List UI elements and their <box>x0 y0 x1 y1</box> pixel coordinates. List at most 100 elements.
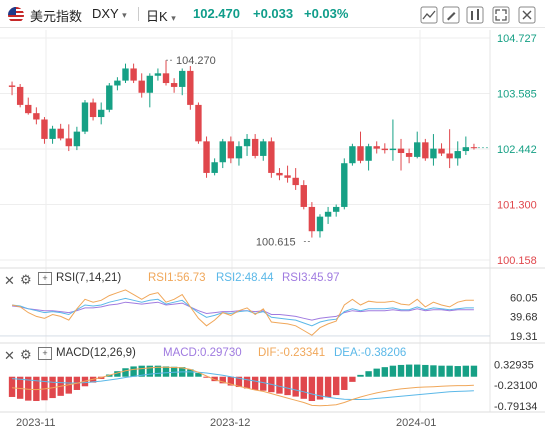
candle-body <box>438 148 445 154</box>
high-annotation: 104.270 <box>176 55 216 67</box>
macd-histogram-bar <box>154 365 162 377</box>
indicator-tool-icon[interactable] <box>466 6 484 24</box>
candle-body <box>219 141 226 163</box>
macd-histogram-bar <box>211 376 218 382</box>
macd-histogram-bar <box>316 376 324 400</box>
macd-histogram-bar <box>300 376 307 399</box>
rsi-axis-tick: 39.68 <box>510 312 538 324</box>
price-axis-tick: 102.442 <box>497 144 537 156</box>
candle-body <box>260 141 267 156</box>
candle-body <box>324 211 332 217</box>
macd-histogram-bar <box>162 366 170 377</box>
candle-body <box>308 206 316 232</box>
candle-body <box>235 146 243 159</box>
period-label: 日K <box>146 9 168 24</box>
macd-histogram-bar <box>25 376 32 401</box>
candle-body <box>203 141 210 173</box>
chevron-down-icon: ▾ <box>122 10 127 20</box>
candle-body <box>292 177 299 186</box>
candle-body <box>162 73 170 84</box>
candle-body <box>243 138 251 147</box>
expand-icon[interactable]: + <box>38 347 52 360</box>
macd-histogram-bar <box>203 376 210 378</box>
fullscreen-icon[interactable] <box>492 6 510 24</box>
last-price: 102.470 <box>193 6 240 21</box>
settings-icon[interactable]: ⚙ <box>20 272 32 287</box>
macd-histogram-bar <box>130 366 137 377</box>
instrument-name: 美元指数 <box>30 9 83 24</box>
dif-line <box>12 366 474 407</box>
candle-body <box>16 86 24 105</box>
symbol-selector[interactable]: DXY ▾ <box>92 6 127 21</box>
rsi-axis-tick: 19.31 <box>510 331 538 343</box>
us-flag-icon <box>8 7 24 23</box>
candle-body <box>446 153 453 159</box>
dea-value: DEA:-0.38206 <box>334 347 407 359</box>
candle-body <box>57 128 64 139</box>
rsi2-line <box>12 297 474 327</box>
macd-histogram-bar <box>405 364 413 377</box>
macd-histogram-bar <box>324 376 332 398</box>
price-change: +0.033 <box>253 6 294 21</box>
candle-body <box>33 113 40 120</box>
rsi2-value: RSI2:48.44 <box>216 272 274 284</box>
draw-tool-icon[interactable] <box>442 6 460 24</box>
macd-histogram-bar <box>219 376 226 384</box>
candle-body <box>138 80 145 93</box>
macd-histogram-bar <box>470 365 478 377</box>
trend-tool-icon[interactable] <box>420 6 438 24</box>
collapse-icon[interactable]: ✕ <box>4 348 15 363</box>
candle-body <box>405 153 413 157</box>
candle-body <box>365 146 372 161</box>
macd-histogram-bar <box>251 376 259 390</box>
rsi-name: RSI(7,14,21) <box>56 272 122 284</box>
candle-body <box>154 73 162 76</box>
x-axis-tick: 2023-12 <box>210 417 250 429</box>
candle-body <box>106 85 113 110</box>
candle-body <box>251 138 259 156</box>
rsi3-value: RSI3:45.97 <box>282 272 340 284</box>
macd-histogram-bar <box>357 374 364 377</box>
header-divider <box>138 7 139 21</box>
macd-histogram-bar <box>195 373 202 377</box>
x-axis-tick: 2023-11 <box>16 417 56 429</box>
candle-body <box>268 141 275 173</box>
candle-body <box>114 80 121 86</box>
candle-body <box>414 142 421 157</box>
macd-histogram-bar <box>187 369 194 377</box>
close-icon[interactable] <box>518 6 536 24</box>
candle-body <box>122 68 129 81</box>
macd-axis-tick: -0.23100 <box>494 380 537 392</box>
dea-line <box>12 371 474 400</box>
macd-histogram-bar <box>365 371 372 377</box>
expand-icon[interactable]: + <box>38 272 52 285</box>
candle-body <box>349 146 356 164</box>
macd-histogram-bar <box>373 368 380 377</box>
candle-body <box>170 83 178 87</box>
chevron-down-icon: ▾ <box>171 13 176 23</box>
macd-histogram-bar <box>243 376 251 389</box>
price-axis-tick: 103.585 <box>497 88 537 100</box>
candle-body <box>81 102 89 132</box>
header-bar: 美元指数 DXY ▾ 日K ▾ 102.470 +0.033 +0.03% <box>0 0 545 28</box>
settings-icon[interactable]: ⚙ <box>20 347 32 362</box>
macd-histogram-bar <box>146 365 154 377</box>
price-axis-tick: 101.300 <box>497 200 537 212</box>
candle-body <box>357 146 364 161</box>
candle-body <box>316 216 324 232</box>
collapse-icon[interactable]: ✕ <box>4 273 15 288</box>
macd-histogram-bar <box>349 376 356 382</box>
candle-body <box>389 148 397 151</box>
candle-body <box>470 147 478 149</box>
macd-histogram-bar <box>389 365 397 377</box>
candle-body <box>332 206 340 212</box>
candle-body <box>49 128 56 139</box>
candle-body <box>462 147 470 152</box>
period-selector[interactable]: 日K ▾ <box>146 6 176 25</box>
dif-value: DIF:-0.23341 <box>258 347 326 359</box>
rsi-axis-tick: 60.05 <box>510 292 538 304</box>
macd-histogram-bar <box>8 376 16 397</box>
macd-histogram-bar <box>381 367 389 377</box>
candle-body <box>430 148 437 159</box>
